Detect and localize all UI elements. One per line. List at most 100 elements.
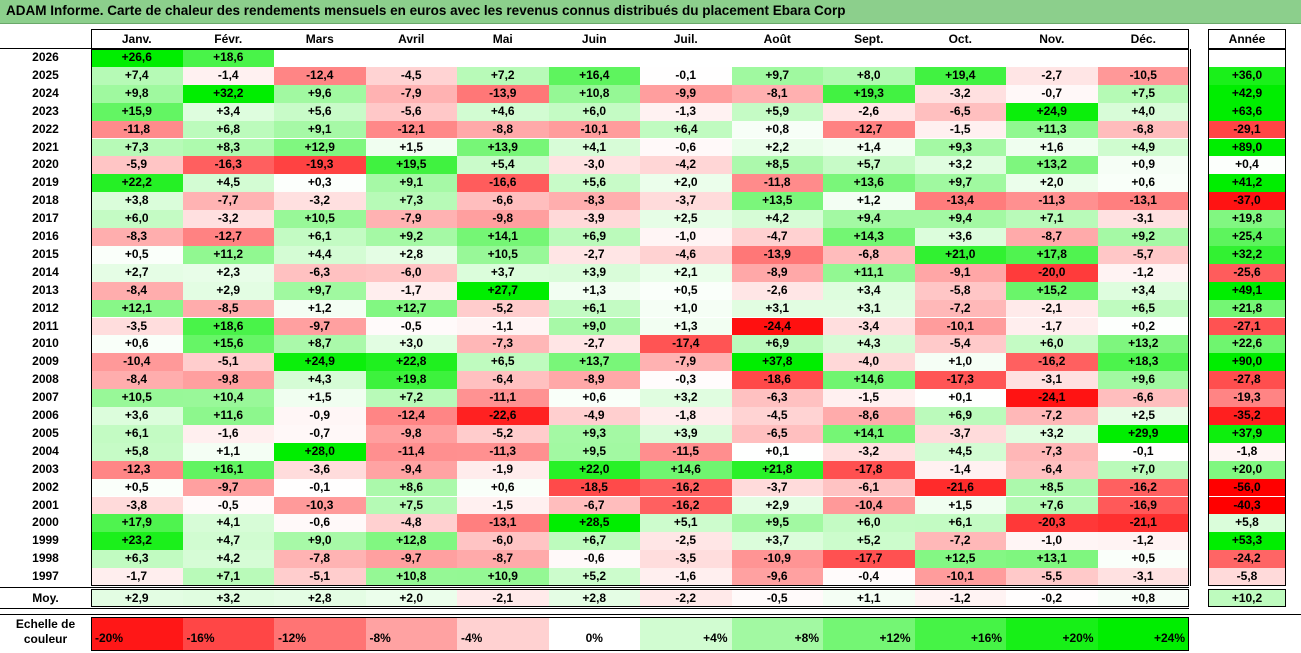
heatmap-cell: -3,2 [823,442,915,461]
heatmap-cell: -16,2 [640,496,732,515]
year-label: 1998 [0,550,91,569]
heatmap-cell: +3,1 [731,299,823,318]
heatmap-cell: +24,9 [1006,102,1098,121]
heatmap-cell: +6,0 [1006,335,1098,354]
heatmap-cell: -1,4 [914,460,1006,479]
heatmap-cell: -10,1 [914,568,1006,586]
heatmap-cell: -6,3 [731,389,823,407]
heatmap-cell: +6,9 [914,407,1006,425]
heatmap-cell: +23,2 [91,532,183,551]
heatmap-cell: -20,0 [1006,263,1098,282]
heatmap-cell: +3,4 [182,102,274,121]
heatmap-cell: -1,6 [182,424,274,443]
annual-cell: -1,8 [1208,442,1286,461]
year-label: 2010 [0,335,91,354]
scale-swatch: +8% [731,617,823,651]
heatmap-cell: +9,1 [274,120,366,139]
scale-swatch-label: +16% [970,631,1002,645]
annual-cell: -27,1 [1208,317,1286,336]
heatmap-cell: -10,3 [274,496,366,515]
annual-cell: +90,0 [1208,353,1286,372]
month-header: Août [731,29,823,49]
heatmap-cell: -1,5 [914,120,1006,139]
heatmap-cell: -0,1 [274,478,366,497]
heatmap-cell: -10,9 [731,550,823,569]
heatmap-cell: +7,3 [91,138,183,157]
heatmap-cell: +14,3 [823,228,915,246]
heatmap-cell: +9,7 [731,66,823,85]
heatmap-cell: -6,8 [823,245,915,264]
heatmap-cell: +11,1 [823,263,915,282]
annual-cell: -25,6 [1208,263,1286,282]
heatmap-cell [1097,49,1189,67]
heatmap-cell: +10,8 [365,568,457,586]
annual-cell: +32,2 [1208,245,1286,264]
heatmap-cell [640,49,732,67]
heatmap-cell: +1,3 [548,281,640,300]
heatmap-cell: -8,3 [548,192,640,211]
heatmap-cell: +4,5 [914,442,1006,461]
heatmap-cell: +1,1 [182,442,274,461]
heatmap-cell: -1,5 [823,389,915,407]
heatmap-cell: +7,5 [365,496,457,515]
heatmap-cell: -2,7 [1006,66,1098,85]
heatmap-cell: -6,3 [274,263,366,282]
heatmap-cell: +14,1 [457,228,549,246]
heatmap-cell: +2,7 [91,263,183,282]
heatmap-cell: -1,7 [91,568,183,586]
heatmap-cell: +4,9 [1097,138,1189,157]
heatmap-cell: +6,9 [731,335,823,354]
heatmap-cell: -9,7 [274,317,366,336]
heatmap-cell: -17,8 [823,460,915,479]
heatmap-cell: +6,1 [274,228,366,246]
heatmap-cell: -9,1 [914,263,1006,282]
year-label: 2021 [0,138,91,157]
heatmap-cell: +5,9 [731,102,823,121]
heatmap-cell: +8,7 [274,335,366,354]
heatmap-cell: -10,5 [1097,66,1189,85]
heatmap-cell: -17,3 [914,371,1006,390]
heatmap-cell: +4,3 [823,335,915,354]
heatmap-cell: +9,7 [914,174,1006,193]
heatmap-cell: +9,2 [365,228,457,246]
heatmap-cell: -4,2 [640,156,732,175]
heatmap-cell: -8,3 [91,228,183,246]
heatmap-cell: -12,3 [91,460,183,479]
heatmap-cell: +10,8 [548,84,640,103]
heatmap-cell: -12,4 [274,66,366,85]
heatmap-cell: +37,8 [731,353,823,372]
heatmap-cell: +0,6 [548,389,640,407]
heatmap-cell: +3,7 [457,263,549,282]
heatmap-cell: +16,4 [548,66,640,85]
heatmap-cell: +11,2 [182,245,274,264]
heatmap-cell: -4,5 [731,407,823,425]
heatmap-cell: -8,7 [457,550,549,569]
average-cell: +0,8 [1097,589,1189,607]
heatmap-cell [731,49,823,67]
annual-cell: -29,1 [1208,120,1286,139]
heatmap-cell: +1,5 [365,138,457,157]
annual-cell: +36,0 [1208,66,1286,85]
annual-cell: -37,0 [1208,192,1286,211]
heatmap-cell: +19,8 [365,371,457,390]
heatmap-cell: -11,3 [457,442,549,461]
annual-cell: +21,8 [1208,299,1286,318]
heatmap-cell: -3,1 [1097,568,1189,586]
heatmap-cell: -8,9 [548,371,640,390]
average-cell: +2,0 [365,589,457,607]
heatmap-cell: +2,8 [365,245,457,264]
annual-cell [1208,49,1286,67]
heatmap-cell: +9,5 [731,514,823,533]
heatmap-cell: -9,8 [182,371,274,390]
heatmap-cell: +6,0 [823,514,915,533]
year-label: 2006 [0,407,91,425]
heatmap-cell: +6,5 [457,353,549,372]
heatmap-cell: +1,5 [914,496,1006,515]
heatmap-cell: -7,7 [182,192,274,211]
year-label: 2005 [0,424,91,443]
heatmap-cell: +22,8 [365,353,457,372]
year-label: 2026 [0,49,91,67]
heatmap-cell: -11,5 [640,442,732,461]
heatmap-cell: -1,4 [182,66,274,85]
heatmap-cell: +0,5 [91,478,183,497]
